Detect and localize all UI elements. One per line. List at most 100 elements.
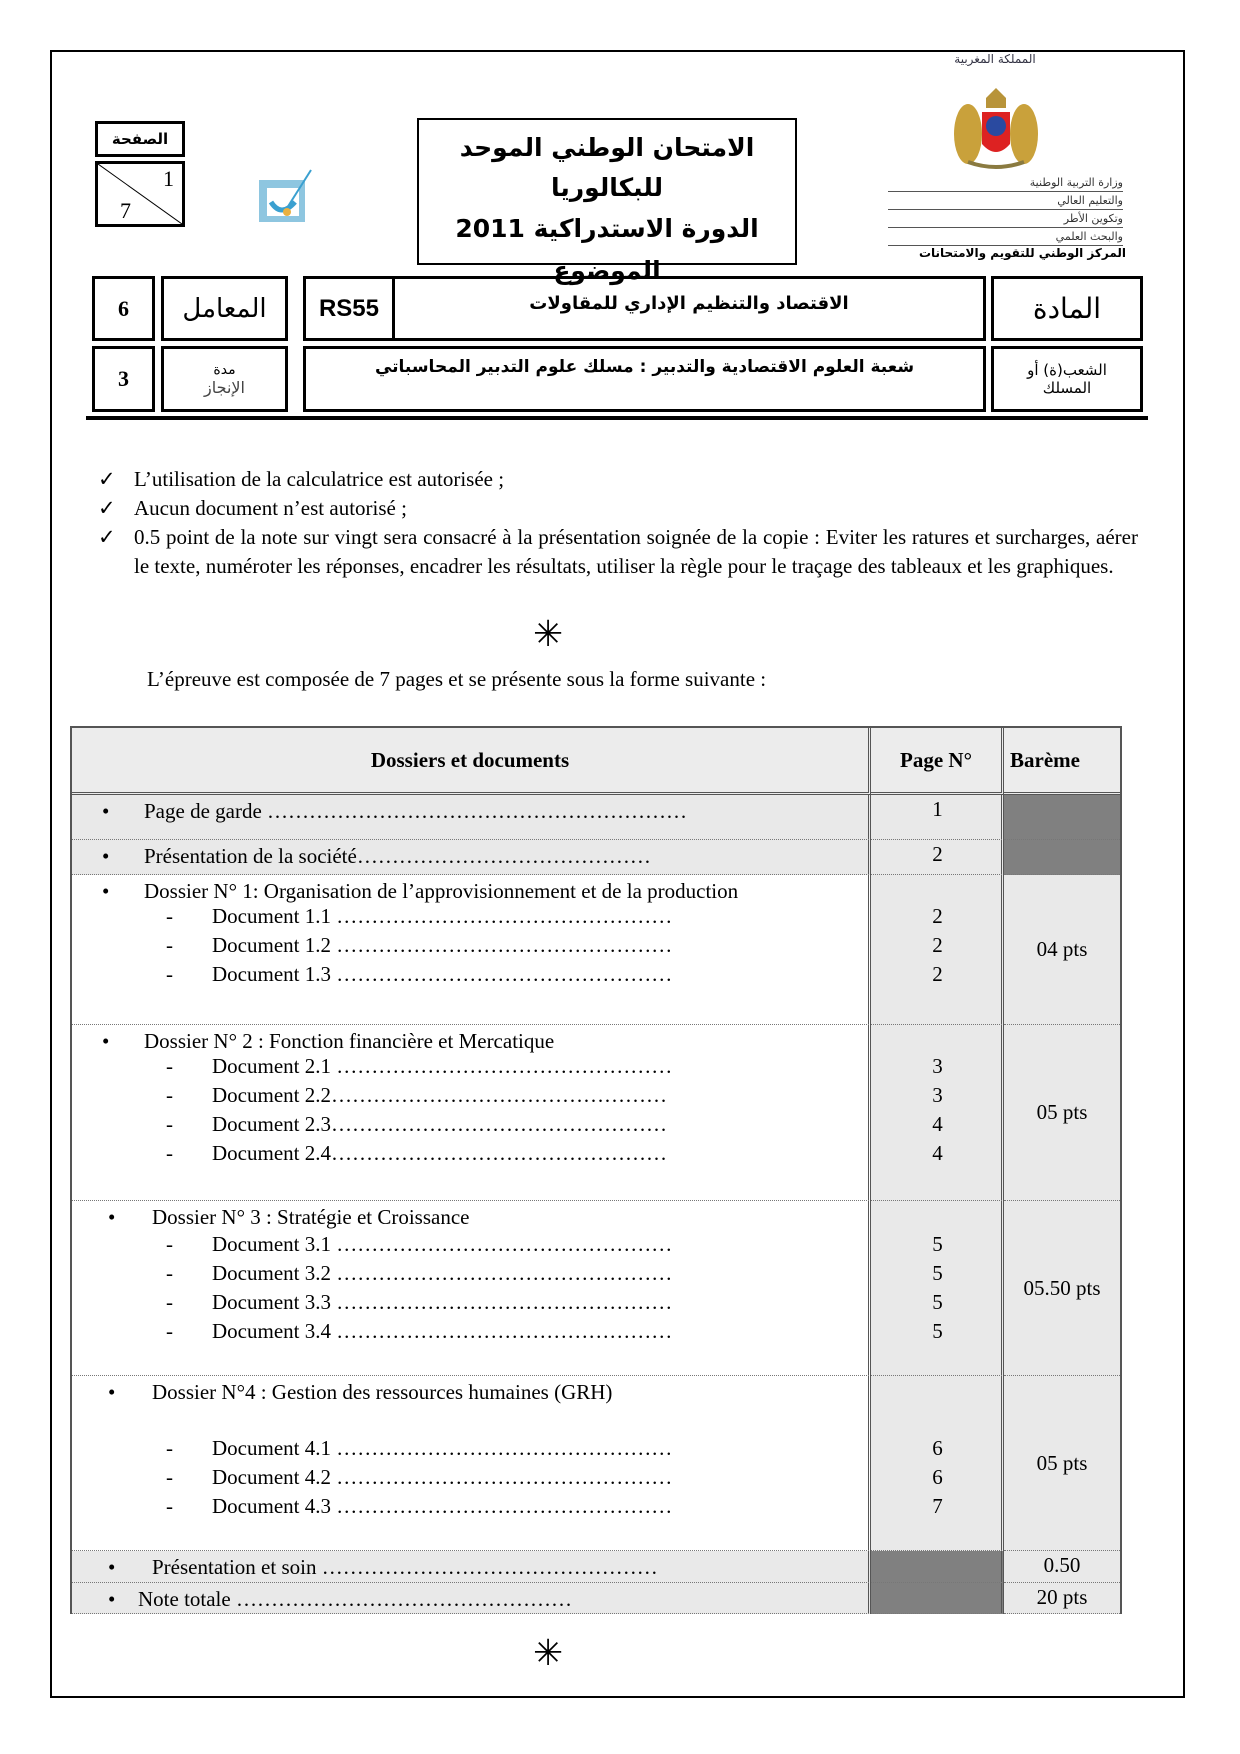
dash-marker: - [166,1232,173,1256]
header-dossiers: Dossiers et documents [72,728,871,795]
document-page-number: 6 [932,1436,943,1460]
instruction-text: L’utilisation de la calculatrice est aut… [134,467,505,491]
table-row-bareme-cell [1004,840,1120,875]
exam-logo-icon [257,168,317,224]
dash-marker: - [166,1465,173,1489]
table-row-main [72,1583,871,1614]
dash-marker: - [166,933,173,957]
coefficient-value: 6 [92,276,155,341]
document-entry: Document 3.1 ………………………………………… [212,1232,673,1256]
instruction-text: Aucun document n’est autorisé ; [134,496,407,520]
table-row-bareme-cell: 0.50 [1004,1551,1120,1583]
instruction-item: ✓ Aucun document n’est autorisé ; [98,494,1138,523]
kingdom-label: المملكة المغربية [954,52,1036,66]
instruction-text: 0.5 point de la note sur vingt sera cons… [134,525,1138,578]
page-current: 1 [163,166,174,191]
table-row-main [72,795,871,840]
coat-of-arms-emblem [948,84,1044,172]
bullet-icon: • [102,879,110,903]
document-entry: Document 4.1 ………………………………………… [212,1436,673,1460]
table-row-page-cell [871,1551,1004,1583]
bullet-icon: • [108,1205,116,1229]
document-entry: Document 1.3 ………………………………………… [212,962,673,986]
table-row-main [72,1376,871,1551]
dossier-title: Note totale ………………………………………… [138,1587,572,1611]
document-entry: Document 4.3 ………………………………………… [212,1494,673,1518]
table-row-bareme-cell: 05.50 pts [1004,1201,1120,1376]
document-page-number: 7 [932,1494,943,1518]
dash-marker: - [166,904,173,928]
table-row-main [72,875,871,1025]
table-row-page-cell [871,840,1004,875]
instructions-list: ✓ L’utilisation de la calculatrice est au… [98,465,1138,581]
ministry-name: وزارة التربية الوطنية والتعليم العالي وت… [888,174,1123,246]
table-row-bareme-cell: 05 pts [1004,1376,1120,1551]
document-entry: Document 4.2 ………………………………………… [212,1465,673,1489]
checkmark-icon: ✓ [98,467,116,491]
dossier-title: Page de garde …………………………………………………… [144,799,688,823]
document-page-number: 5 [932,1261,943,1285]
table-row-main [72,1551,871,1583]
subject-label: المادة [991,276,1143,341]
bullet-icon: • [108,1587,116,1611]
table-row-page-cell [871,875,1004,1025]
exam-title-box: الامتحان الوطني الموحد للبكالوريا الدورة… [417,118,797,285]
document-entry: Document 3.3 ………………………………………… [212,1290,673,1314]
dossier-title: Dossier N° 3 : Stratégie et Croissance [152,1205,470,1229]
instruction-item: ✓ L’utilisation de la calculatrice est au… [98,465,1138,494]
table-row-bareme-cell: 05 pts [1004,1025,1120,1201]
bullet-icon: • [102,1029,110,1053]
checkmark-icon: ✓ [98,496,116,520]
exam-session: الدورة الاستدراكية 2011 [455,214,759,243]
dossier-title: Dossier N° 2 : Fonction financière et Me… [144,1029,555,1053]
document-page-number: 6 [932,1465,943,1489]
duration-value: 3 [92,346,155,412]
bullet-icon: • [102,799,110,823]
table-row-bareme-cell: 20 pts [1004,1583,1120,1614]
checkmark-icon: ✓ [98,525,116,549]
table-row-page-cell [871,795,1004,840]
evaluation-center: المركز الوطني للتقويم والامتحانات [918,246,1126,260]
document-page-number: 5 [932,1319,943,1343]
page-number: 1 [932,797,943,821]
documents-table: Dossiers et documents Page N° Barème • Pa… [70,726,1122,1614]
asterisk-separator-icon: ✳ [533,614,564,654]
branch-label-line: المسلك [1042,379,1092,397]
document-page-number: 4 [932,1112,943,1136]
header-page: Page N° [871,728,1004,795]
bullet-icon: • [108,1555,116,1579]
document-page-number: 5 [932,1290,943,1314]
page-frame [50,50,1185,1698]
document-entry: Document 3.4 ………………………………………… [212,1319,673,1343]
branch-name: شعبة العلوم الاقتصادية والتدبير : مسلك ع… [303,346,986,412]
page-label: الصفحة [95,121,185,157]
document-page-number: 3 [932,1054,943,1078]
page-number: 2 [932,842,943,866]
bullet-icon: • [102,844,110,868]
ministry-line: والبحث العلمي [888,228,1123,246]
ministry-line: والتعليم العالي [888,192,1123,210]
instruction-item: ✓ 0.5 point de la note sur vingt sera con… [98,523,1138,581]
subject-name: الاقتصاد والتنظيم الإداري للمقاولات [392,276,986,341]
table-row-page-cell [871,1583,1004,1614]
dossier-title: Présentation de la société…………………………………… [144,844,651,868]
duration-label: مدة الإنجاز [161,346,288,412]
table-row-page-cell [871,1025,1004,1201]
document-page-number: 2 [932,904,943,928]
table-row-main [72,840,871,875]
dash-marker: - [166,1319,173,1343]
table-row-bareme-cell: 04 pts [1004,875,1120,1025]
table-row-bareme-cell [1004,795,1120,840]
document-page-number: 5 [932,1232,943,1256]
document-entry: Document 2.3………………………………………… [212,1112,667,1136]
bullet-icon: • [108,1380,116,1404]
dossier-title: Dossier N°4 : Gestion des ressources hum… [152,1380,613,1404]
duration-label-line: مدة [213,361,236,378]
asterisk-separator-icon: ✳ [533,1633,564,1673]
subject-code: RS55 [303,276,395,341]
document-entry: Document 2.4………………………………………… [212,1141,667,1165]
intro-text: L’épreuve est composée de 7 pages et se … [147,667,767,691]
exam-subject-label: الموضوع [553,256,661,285]
dash-marker: - [166,1290,173,1314]
dossier-title: Présentation et soin ………………………………………… [152,1555,658,1579]
